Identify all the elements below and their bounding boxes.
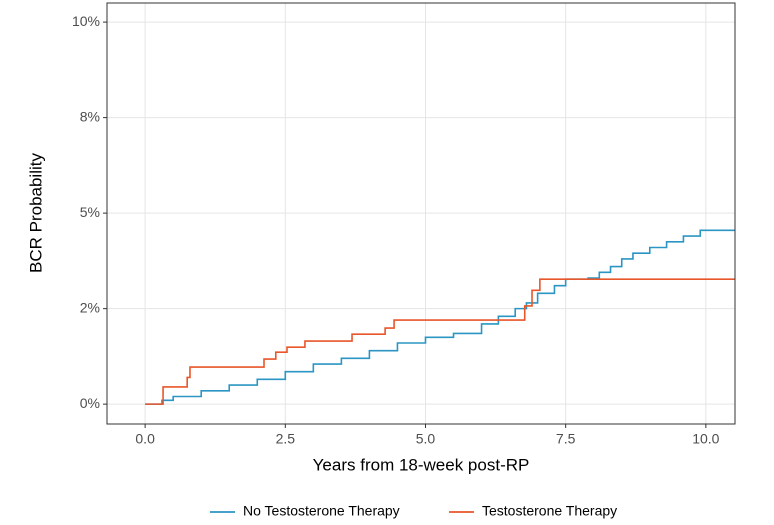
x-tick-label: 2.5 bbox=[276, 431, 296, 447]
series-line bbox=[145, 229, 735, 405]
plot-border bbox=[106, 2, 736, 425]
x-tick-label: 7.5 bbox=[556, 431, 576, 447]
y-tick-label: 2% bbox=[80, 299, 100, 315]
y-tick-label: 5% bbox=[80, 204, 100, 220]
legend-text: Testosterone Therapy bbox=[482, 503, 617, 519]
y-tick-label: 10% bbox=[72, 13, 100, 29]
x-tick-label: 5.0 bbox=[416, 431, 436, 447]
y-tick-label: 0% bbox=[80, 395, 100, 411]
legend-text: No Testosterone Therapy bbox=[243, 503, 400, 519]
y-axis-title: BCR Probability bbox=[26, 153, 45, 273]
x-tick-label: 10.0 bbox=[692, 431, 719, 447]
x-axis-title: Years from 18-week post-RP bbox=[313, 455, 530, 474]
series-line bbox=[145, 278, 735, 405]
y-tick-label: 8% bbox=[80, 108, 100, 124]
x-tick-label: 0.0 bbox=[135, 431, 155, 447]
